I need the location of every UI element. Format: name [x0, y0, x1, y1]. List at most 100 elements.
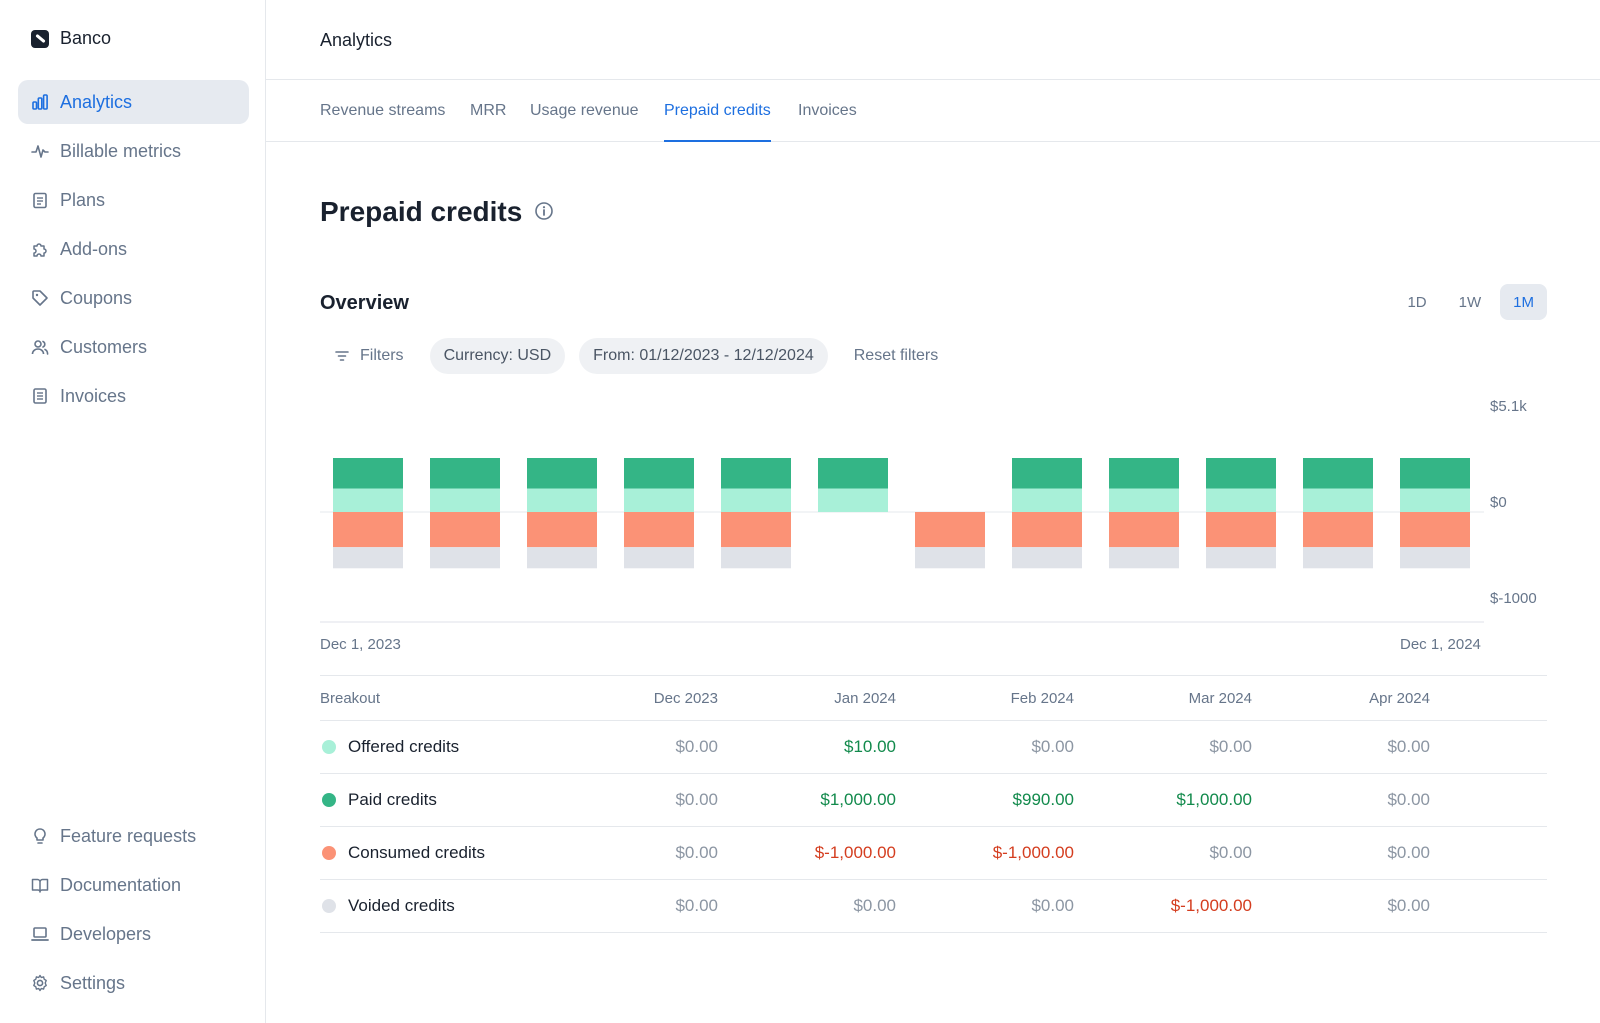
range-1w-button[interactable]: 1W	[1458, 293, 1482, 311]
bar-paid-9[interactable]	[1206, 458, 1276, 489]
column-header[interactable]: Dec 2023	[653, 689, 718, 707]
bar-voided-10[interactable]	[1303, 547, 1373, 569]
column-header[interactable]: Apr 2024	[1369, 689, 1430, 707]
sidebar-item-feature-requests[interactable]: Feature requests	[18, 814, 249, 858]
bar-paid-5[interactable]	[818, 458, 888, 489]
sidebar-item-analytics[interactable]: Analytics	[18, 80, 249, 124]
sidebar-item-label: Developers	[60, 923, 152, 944]
bar-paid-4[interactable]	[721, 458, 791, 489]
bar-offered-3[interactable]	[624, 488, 694, 513]
bar-voided-3[interactable]	[624, 547, 694, 569]
bar-offered-7[interactable]	[1012, 488, 1082, 513]
table-cell: $0.00	[1387, 737, 1430, 756]
range-1m-button[interactable]: 1M	[1500, 284, 1547, 320]
sidebar-item-coupons[interactable]: Coupons	[18, 276, 249, 320]
brand[interactable]: Banco	[31, 28, 111, 49]
filter-bar: Filters Currency: USD From: 01/12/2023 -…	[320, 338, 950, 374]
bar-paid-2[interactable]	[527, 458, 597, 489]
table-row[interactable]: Voided credits $0.00 $0.00 $0.00 $-1,000.00 $…	[320, 880, 1547, 933]
column-header[interactable]: Mar 2024	[1188, 689, 1252, 707]
bar-consumed-3[interactable]	[624, 512, 694, 548]
bar-paid-1[interactable]	[430, 458, 500, 489]
bar-offered-9[interactable]	[1206, 488, 1276, 513]
bar-consumed-2[interactable]	[527, 512, 597, 548]
filter-icon	[332, 346, 352, 366]
page-title-text: Prepaid credits	[320, 196, 523, 227]
sidebar-item-label: Coupons	[60, 287, 133, 308]
column-header[interactable]: Feb 2024	[1010, 689, 1074, 707]
filters-button[interactable]: Filters	[320, 338, 416, 374]
table-cell: $0.00	[1387, 790, 1430, 809]
sidebar-item-settings[interactable]: Settings	[18, 961, 249, 1005]
bar-voided-7[interactable]	[1012, 547, 1082, 569]
sidebar-item-documentation[interactable]: Documentation	[18, 863, 249, 907]
sidebar-item-customers[interactable]: Customers	[18, 325, 249, 369]
bar-offered-11[interactable]	[1400, 488, 1470, 513]
bar-voided-2[interactable]	[527, 547, 597, 569]
bar-consumed-0[interactable]	[333, 512, 403, 548]
info-icon[interactable]	[534, 196, 554, 228]
x-axis-end-label: Dec 1, 2024	[1400, 636, 1481, 653]
bar-voided-6[interactable]	[915, 547, 985, 569]
tab-invoices[interactable]: Invoices	[798, 102, 857, 119]
sidebar-item-billable-metrics[interactable]: Billable metrics	[18, 129, 249, 173]
bar-voided-8[interactable]	[1109, 547, 1179, 569]
sidebar-item-add-ons[interactable]: Add-ons	[18, 227, 249, 271]
table-row[interactable]: Offered credits $0.00 $10.00 $0.00 $0.00 $0.0…	[320, 721, 1547, 774]
bar-paid-3[interactable]	[624, 458, 694, 489]
bar-offered-5[interactable]	[818, 488, 888, 513]
page-title: Prepaid credits	[320, 196, 554, 228]
table-cell: $990.00	[1012, 790, 1074, 809]
bar-paid-0[interactable]	[333, 458, 403, 489]
y-tick-label: $-1000	[1490, 590, 1537, 607]
bar-consumed-4[interactable]	[721, 512, 791, 548]
column-header[interactable]: Jan 2024	[834, 689, 896, 707]
bar-consumed-1[interactable]	[430, 512, 500, 548]
sidebar-item-label: Feature requests	[60, 825, 197, 846]
bar-consumed-7[interactable]	[1012, 512, 1082, 548]
gear-icon	[30, 973, 50, 993]
bar-offered-2[interactable]	[527, 488, 597, 513]
sidebar-item-developers[interactable]: Developers	[18, 912, 249, 956]
sidebar-nav-bottom: Feature requests Documentation Developers S…	[18, 814, 249, 1010]
bar-consumed-6[interactable]	[915, 512, 985, 548]
sidebar-item-plans[interactable]: Plans	[18, 178, 249, 222]
bar-offered-10[interactable]	[1303, 488, 1373, 513]
table-row[interactable]: Paid credits $0.00 $1,000.00 $990.00 $1,000.…	[320, 774, 1547, 827]
bar-paid-7[interactable]	[1012, 458, 1082, 489]
sidebar-item-label: Analytics	[60, 91, 133, 112]
bar-voided-4[interactable]	[721, 547, 791, 569]
tab-prepaid-credits[interactable]: Prepaid credits	[664, 102, 771, 142]
bar-consumed-11[interactable]	[1400, 512, 1470, 548]
range-1d-button[interactable]: 1D	[1407, 293, 1427, 311]
tab-mrr[interactable]: MRR	[470, 102, 507, 119]
currency-filter-chip[interactable]: Currency: USD	[429, 338, 566, 374]
column-header[interactable]: Ma	[1430, 690, 1547, 707]
reset-filters-button[interactable]: Reset filters	[853, 347, 939, 364]
bar-consumed-8[interactable]	[1109, 512, 1179, 548]
bar-paid-11[interactable]	[1400, 458, 1470, 489]
table-cell: $0.00	[1387, 843, 1430, 862]
bar-paid-10[interactable]	[1303, 458, 1373, 489]
bar-consumed-10[interactable]	[1303, 512, 1373, 548]
bar-offered-8[interactable]	[1109, 488, 1179, 513]
date-range-filter-chip[interactable]: From: 01/12/2023 - 12/12/2024	[579, 338, 828, 374]
bar-voided-0[interactable]	[333, 547, 403, 569]
puzzle-icon	[30, 239, 50, 259]
sidebar-nav: Analytics Billable metrics Plans Add-ons Cou…	[18, 80, 249, 423]
tab-usage-revenue[interactable]: Usage revenue	[530, 102, 639, 119]
table-row[interactable]: Consumed credits $0.00 $-1,000.00 $-1,000.0…	[320, 827, 1547, 880]
table-cell: $0.00	[675, 737, 718, 756]
sidebar-item-invoices[interactable]: Invoices	[18, 374, 249, 418]
bar-offered-4[interactable]	[721, 488, 791, 513]
x-axis-start-label: Dec 1, 2023	[320, 636, 401, 653]
bar-offered-1[interactable]	[430, 488, 500, 513]
tab-revenue-streams[interactable]: Revenue streams	[320, 102, 446, 119]
bar-voided-1[interactable]	[430, 547, 500, 569]
bar-offered-0[interactable]	[333, 488, 403, 513]
bar-voided-11[interactable]	[1400, 547, 1470, 569]
bar-consumed-9[interactable]	[1206, 512, 1276, 548]
bar-paid-8[interactable]	[1109, 458, 1179, 489]
bar-voided-9[interactable]	[1206, 547, 1276, 569]
legend-dot-icon	[322, 846, 336, 860]
